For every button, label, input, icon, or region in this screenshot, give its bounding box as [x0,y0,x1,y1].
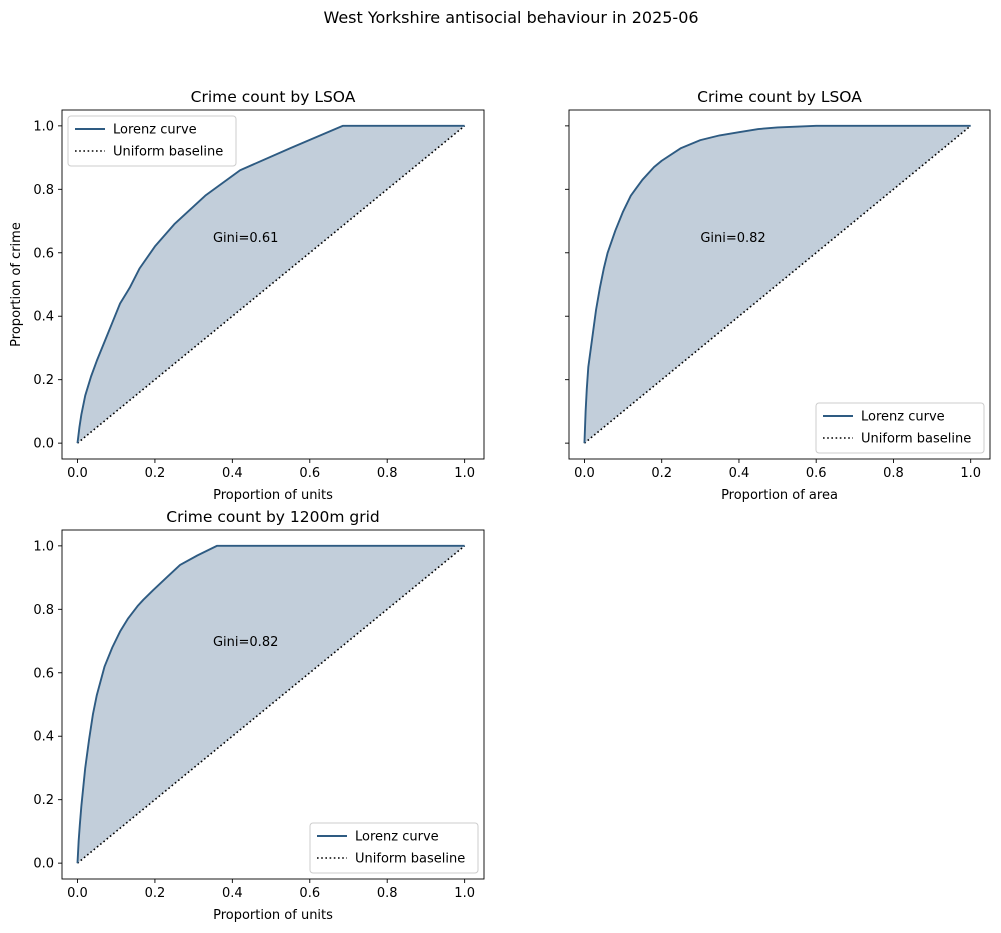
x-tick-label: 1.0 [454,886,475,901]
x-axis-label: Proportion of area [721,488,838,503]
x-tick-label: 0.8 [377,886,398,901]
axes-frame [61,529,485,880]
legend-baseline-label: Uniform baseline [113,145,223,160]
gini-annotation: Gini=0.82 [213,635,278,650]
chart-panel-1: 0.0 0.2 0.4 0.6 0.8 1.0 0.0 0.2 0.4 0.6 0.8 1.0 Crim… [9,88,485,503]
legend-box [67,115,237,167]
lorenz-curve-line [583,124,971,444]
legend-box [815,402,985,454]
gini-area-fill [77,545,465,864]
legend-lorenz-label: Lorenz curve [861,410,945,425]
panel-title: Crime count by 1200m grid [166,508,380,526]
chart-panel-2: 0.0 0.2 0.4 0.6 0.8 1.0 Crime count by LSOA Pro… [565,88,991,503]
gini-annotation: Gini=0.82 [700,231,765,246]
lorenz-curve-line [76,544,465,864]
x-axis-label: Proportion of units [213,908,333,923]
x-tick-label: 0.0 [67,466,88,481]
legend-baseline-label: Uniform baseline [861,432,971,447]
uniform-baseline-line [583,125,972,444]
legend-box [309,822,479,874]
x-tick-label: 0.4 [729,466,750,481]
legend-lorenz-label: Lorenz curve [355,830,439,845]
y-tick-label: 0.6 [33,246,54,261]
y-tick-label: 0.0 [33,437,54,452]
x-tick-label: 0.4 [222,886,243,901]
x-tick-label: 0.8 [377,466,398,481]
x-tick-label: 0.0 [574,466,595,481]
axes-frame [61,109,485,460]
gini-annotation: Gini=0.61 [213,231,278,246]
x-tick-label: 0.2 [651,466,672,481]
legend-lorenz-label: Lorenz curve [113,123,197,138]
x-tick-label: 0.2 [145,886,166,901]
y-tick-label: 0.4 [33,310,54,325]
y-axis-label: Proportion of crime [9,222,24,347]
x-tick-label: 0.8 [883,466,904,481]
x-tick-label: 0.6 [806,466,827,481]
legend: Lorenz curve Uniform baseline [67,115,237,167]
axes-frame [568,109,991,460]
y-tick-label: 0.4 [33,730,54,745]
x-tick-label: 0.6 [299,886,320,901]
panel-title: Crime count by LSOA [697,88,862,106]
legend: Lorenz curve Uniform baseline [815,402,985,454]
legend-baseline-label: Uniform baseline [355,852,465,867]
x-tick-label: 0.4 [222,466,243,481]
lorenz-curve-line [76,124,465,444]
y-tick-label: 0.2 [33,793,54,808]
y-tick-label: 1.0 [33,119,54,134]
gini-area-fill [77,125,465,444]
x-tick-label: 1.0 [454,466,475,481]
y-tick-label: 0.8 [33,603,54,618]
y-tick-label: 0.8 [33,183,54,198]
y-tick-label: 0.6 [33,666,54,681]
legend: Lorenz curve Uniform baseline [309,822,479,874]
y-tick-label: 0.0 [33,857,54,872]
x-tick-label: 0.6 [299,466,320,481]
x-tick-label: 1.0 [960,466,981,481]
panel-title: Crime count by LSOA [191,88,356,106]
x-tick-label: 0.0 [67,886,88,901]
x-axis-label: Proportion of units [213,488,333,503]
y-tick-label: 1.0 [33,539,54,554]
uniform-baseline-line [76,125,466,444]
x-tick-label: 0.2 [145,466,166,481]
y-tick-label: 0.2 [33,373,54,388]
uniform-baseline-line [76,545,466,864]
chart-panel-3: 0.0 0.2 0.4 0.6 0.8 1.0 0.0 0.2 0.4 0.6 0.8 1.0 Crim… [33,508,485,923]
figure-suptitle: West Yorkshire antisocial behaviour in 2… [323,8,698,27]
